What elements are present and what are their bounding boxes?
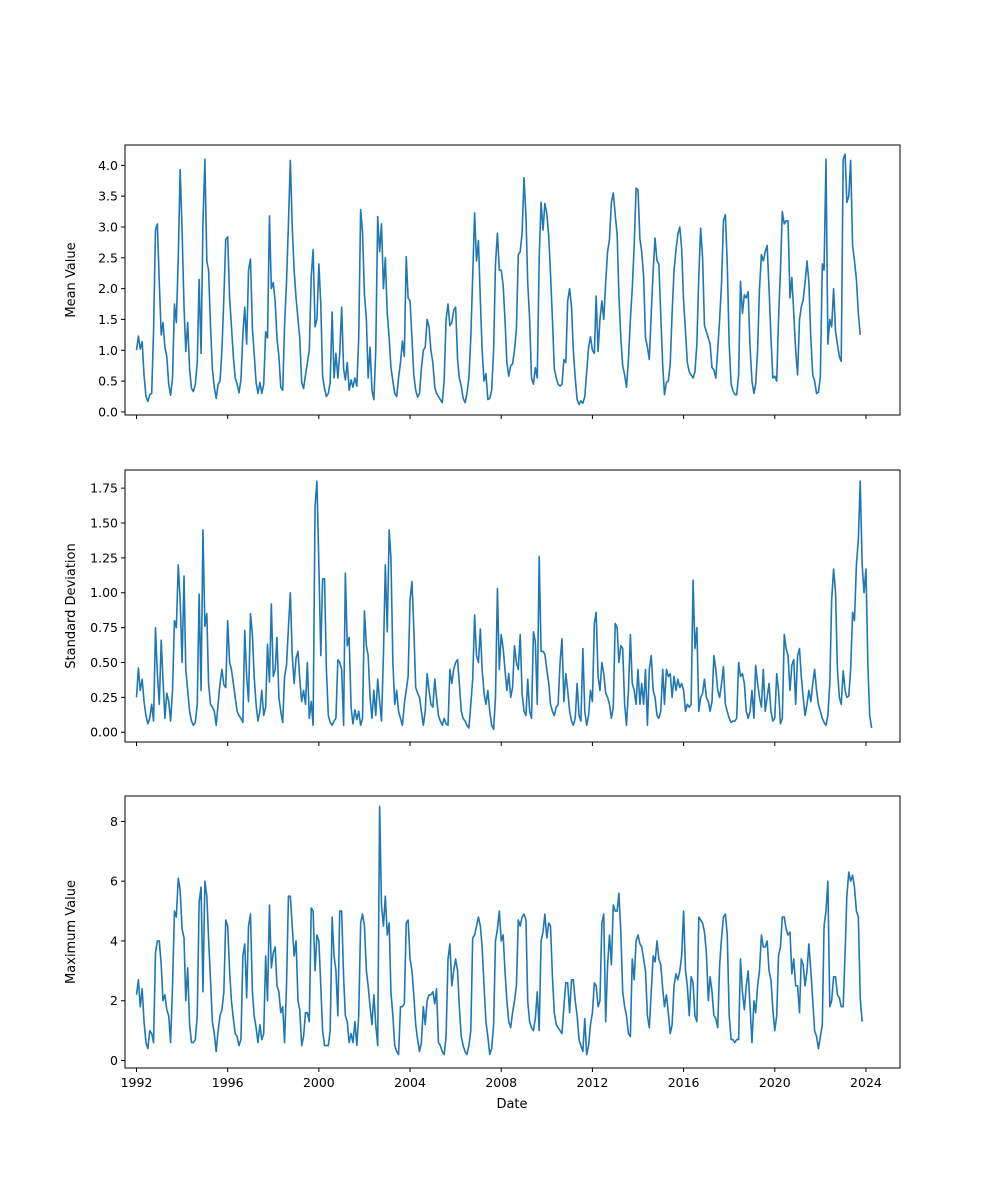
y-tick-label-standard-deviation: 1.25 — [90, 550, 118, 565]
y-tick-label-standard-deviation: 0.25 — [90, 690, 118, 705]
y-tick-label-standard-deviation: 1.00 — [90, 585, 118, 600]
series-line-standard-deviation — [135, 480, 873, 731]
y-tick-label-maximum-value: 4 — [110, 933, 118, 948]
y-tick-label-standard-deviation: 0.75 — [90, 620, 118, 635]
y-tick-label-mean-value: 1.0 — [98, 343, 118, 358]
y-tick-label-mean-value: 2.0 — [98, 281, 118, 296]
y-tick-label-standard-deviation: 1.75 — [90, 481, 118, 496]
x-axis-label: Date — [496, 1097, 527, 1112]
y-tick-label-standard-deviation: 0.50 — [90, 655, 118, 670]
x-tick-label: 2004 — [394, 1075, 426, 1090]
x-tick-label: 1992 — [121, 1075, 153, 1090]
y-tick-label-mean-value: 3.0 — [98, 219, 118, 234]
axes-frame-maximum-value — [124, 795, 901, 1069]
y-tick-label-standard-deviation: 1.50 — [90, 516, 118, 531]
y-axis-label-mean-value: Mean Value — [64, 242, 79, 317]
axes-frame-mean-value — [124, 144, 901, 416]
x-tick-label: 2000 — [303, 1075, 335, 1090]
x-tick-label: 2016 — [668, 1075, 700, 1090]
y-tick-label-mean-value: 1.5 — [98, 312, 118, 327]
y-tick-label-mean-value: 0.5 — [98, 374, 118, 389]
series-line-mean-value — [135, 153, 862, 406]
y-tick-label-maximum-value: 2 — [110, 993, 118, 1008]
y-tick-label-standard-deviation: 0.00 — [90, 725, 118, 740]
axes-frame-standard-deviation — [124, 469, 901, 743]
y-tick-label-mean-value: 4.0 — [98, 158, 118, 173]
y-tick-label-maximum-value: 6 — [110, 874, 118, 889]
y-tick-label-mean-value: 2.5 — [98, 250, 118, 265]
y-axis-label-standard-deviation: Standard Deviation — [64, 543, 79, 668]
x-tick-label: 2024 — [850, 1075, 882, 1090]
series-line-maximum-value — [135, 805, 863, 1056]
x-tick-label: 2012 — [577, 1075, 609, 1090]
subplot-maximum-value: 0 2 4 6 8 1992 1996 2000 2004 2008 2012 2016 2020 202… — [64, 795, 901, 1090]
subplot-standard-deviation: 0.00 0.25 0.50 0.75 1.00 1.25 1.50 1.75 Standard… — [64, 469, 901, 746]
subplot-mean-value: 0.0 0.5 1.0 1.5 2.0 2.5 3.0 3.5 4.0 Mean Value — [64, 144, 901, 419]
x-tick-label: 2020 — [759, 1075, 791, 1090]
x-tick-label: 2008 — [485, 1075, 517, 1090]
x-tick-label: 1996 — [212, 1075, 244, 1090]
y-axis-label-maximum-value: Maximum Value — [64, 880, 79, 984]
y-tick-label-maximum-value: 8 — [110, 814, 118, 829]
y-tick-label-mean-value: 0.0 — [98, 404, 118, 419]
y-tick-label-maximum-value: 0 — [110, 1053, 118, 1068]
y-tick-label-mean-value: 3.5 — [98, 189, 118, 204]
